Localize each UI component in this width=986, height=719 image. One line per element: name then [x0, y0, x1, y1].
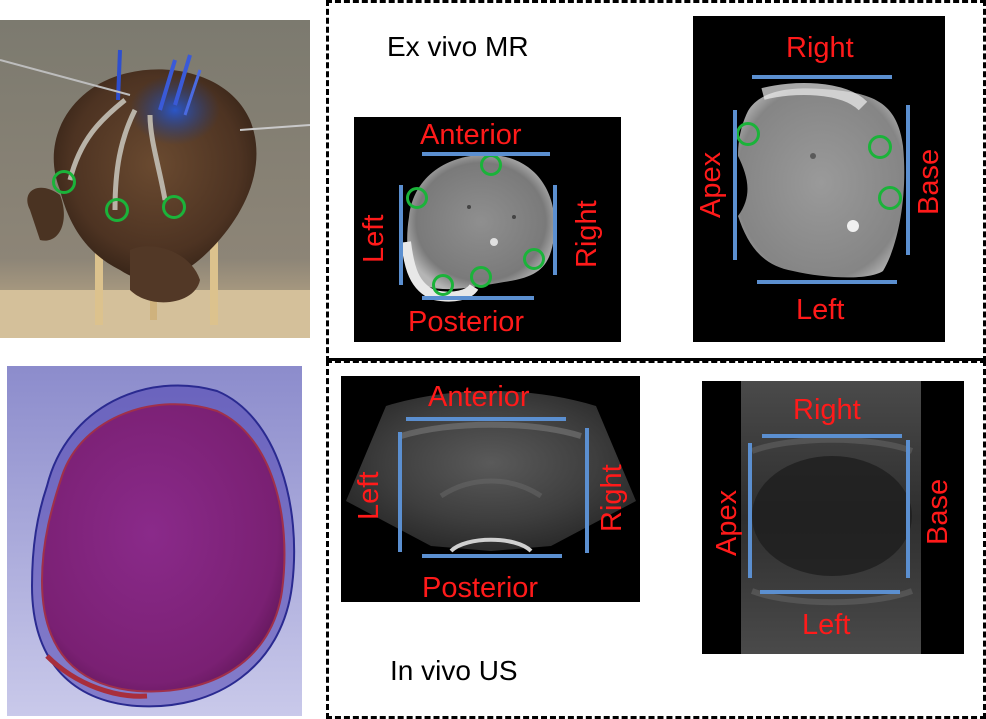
label-base: Base: [922, 478, 954, 545]
fiducial-marker: [470, 266, 492, 288]
fiducial-marker: [480, 154, 502, 176]
orientation-bar: [748, 443, 752, 578]
orientation-bar: [906, 105, 910, 255]
orientation-bar: [553, 185, 557, 275]
orientation-bar: [760, 590, 900, 594]
orientation-bar: [399, 185, 403, 285]
label-base: Base: [913, 148, 945, 215]
fiducial-marker: [523, 248, 545, 270]
us-sagittal-image: [702, 381, 964, 654]
label-left: Left: [358, 214, 390, 263]
label-right: Right: [571, 200, 603, 268]
orientation-bar: [762, 434, 902, 438]
orientation-bar: [422, 554, 562, 558]
fiducial-marker: [105, 198, 129, 222]
surface-render: [7, 366, 302, 716]
frame-divider: [328, 358, 984, 361]
fiducial-marker: [162, 195, 186, 219]
orientation-bar: [406, 417, 566, 421]
orientation-bar: [585, 428, 589, 553]
orientation-bar: [757, 280, 897, 284]
orientation-bar: [422, 296, 534, 300]
label-right: Right: [786, 32, 854, 64]
ex-vivo-caption: Ex vivo MR: [387, 31, 529, 62]
label-right: Right: [596, 464, 628, 532]
fiducial-marker: [878, 186, 902, 210]
orientation-bar: [398, 432, 402, 552]
label-left: Left: [353, 471, 385, 520]
label-apex: Apex: [695, 151, 727, 218]
label-posterior: Posterior: [422, 572, 539, 604]
label-apex: Apex: [711, 489, 743, 556]
label-left: Left: [796, 294, 845, 326]
label-anterior: Anterior: [428, 381, 530, 413]
fiducial-marker: [736, 122, 760, 146]
label-posterior: Posterior: [408, 306, 525, 338]
orientation-bar: [906, 440, 910, 578]
in-vivo-frame: [326, 360, 986, 719]
label-left: Left: [802, 609, 851, 641]
fiducial-marker: [432, 274, 454, 296]
specimen-photo: [0, 20, 310, 338]
orientation-bar: [752, 75, 892, 79]
us-axial-image: [341, 376, 640, 602]
orientation-bar: [733, 110, 737, 260]
label-anterior: Anterior: [420, 119, 522, 151]
label-right: Right: [793, 394, 861, 426]
fiducial-marker: [868, 135, 892, 159]
orientation-bar: [422, 152, 550, 156]
fiducial-marker: [406, 187, 428, 209]
in-vivo-caption: In vivo US: [390, 655, 518, 686]
fiducial-marker: [52, 170, 76, 194]
